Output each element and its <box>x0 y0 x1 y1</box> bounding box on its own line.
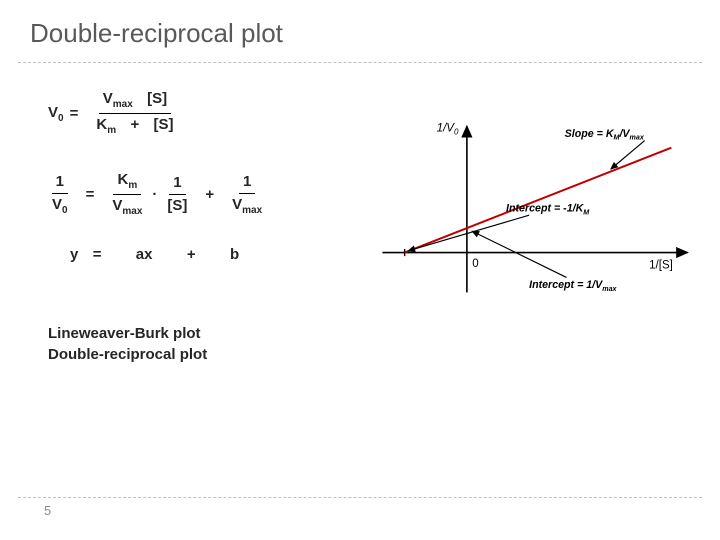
eq1-lhs: V0 <box>48 104 64 124</box>
y-intercept-label: Intercept = 1/Vmax <box>529 279 617 293</box>
eq2-plus: + <box>205 186 214 203</box>
eq2-t3-num: 1 <box>239 173 255 194</box>
eq1-den-plus: + <box>130 116 139 133</box>
x-axis-label: 1/[S] <box>649 260 673 272</box>
page-title: Double-reciprocal plot <box>30 18 283 49</box>
eq-lineweaver-burk: 1 V0 = Km Vmax · 1 [S] + 1 Vm <box>48 171 388 218</box>
eq2-t2-frac: 1 [S] <box>163 174 191 215</box>
eq2-equals: = <box>86 186 95 203</box>
eq2-t1-num-ksub: m <box>128 180 137 191</box>
eq1-num-v: V <box>103 90 113 107</box>
name-lineweaver: Lineweaver-Burk plot <box>48 323 388 344</box>
eq2-lhs-frac: 1 V0 <box>48 173 72 217</box>
name-double-reciprocal: Double-reciprocal plot <box>48 344 388 365</box>
eq1-equals: = <box>70 105 79 122</box>
eq2-dot: · <box>152 186 157 203</box>
eq1-den-k: K <box>96 116 107 133</box>
eq2-lhs-den-v: V <box>52 196 62 213</box>
eq2-lhs-num: 1 <box>52 173 68 194</box>
eq2-t2-num: 1 <box>169 174 185 195</box>
plot-svg: 0 1/[S] 1/V0 Slope = KM/Vmax Intercept =… <box>378 92 698 342</box>
origin-label: 0 <box>472 258 478 270</box>
eq2-lhs-den-sub: 0 <box>62 205 68 216</box>
eq1-lhs-v: V <box>48 104 58 121</box>
eq2-t3-den-vsub: max <box>242 205 262 216</box>
eq2-t3-frac: 1 Vmax <box>228 173 266 217</box>
y-intercept-arrow <box>472 231 566 277</box>
eq3-y: y <box>70 246 78 263</box>
eq3-ax: ax <box>136 246 153 263</box>
equations-panel: V0 = Vmax [S] Km + [S] 1 V0 <box>48 90 388 365</box>
eq1-num-vsub: max <box>113 99 133 110</box>
slide-number: 5 <box>44 503 51 518</box>
footer-divider <box>18 497 702 498</box>
eq-michaelis-menten: V0 = Vmax [S] Km + [S] <box>48 90 388 137</box>
eq-linear-form: y = ax + b <box>70 246 388 263</box>
title-divider <box>18 62 702 63</box>
plot-line <box>405 148 672 253</box>
eq2-t3-den-v: V <box>232 196 242 213</box>
eq2-t1-den-vsub: max <box>122 206 142 217</box>
x-intercept-arrow <box>408 215 529 251</box>
eq1-fraction: Vmax [S] Km + [S] <box>92 90 177 137</box>
eq2-t1-frac: Km Vmax <box>108 171 146 218</box>
eq1-den-ksub: m <box>107 125 116 136</box>
eq3-plus: + <box>187 246 196 263</box>
eq2-t2-den: [S] <box>163 195 191 215</box>
eq3-b: b <box>230 246 239 263</box>
eq2-t1-num-k: K <box>117 171 128 188</box>
eq3-equals: = <box>93 246 102 263</box>
eq1-den-s: [S] <box>154 116 174 133</box>
y-axis-label: 1/V0 <box>437 123 459 137</box>
eq1-lhs-sub: 0 <box>58 113 64 124</box>
x-intercept-label: Intercept = -1/KM <box>506 203 590 217</box>
slope-label: Slope = KM/Vmax <box>565 128 645 142</box>
eq2-t1-den-v: V <box>112 197 122 214</box>
plot-names: Lineweaver-Burk plot Double-reciprocal p… <box>48 323 388 365</box>
double-reciprocal-plot: 0 1/[S] 1/V0 Slope = KM/Vmax Intercept =… <box>378 92 698 342</box>
eq1-num-s: [S] <box>147 90 167 107</box>
